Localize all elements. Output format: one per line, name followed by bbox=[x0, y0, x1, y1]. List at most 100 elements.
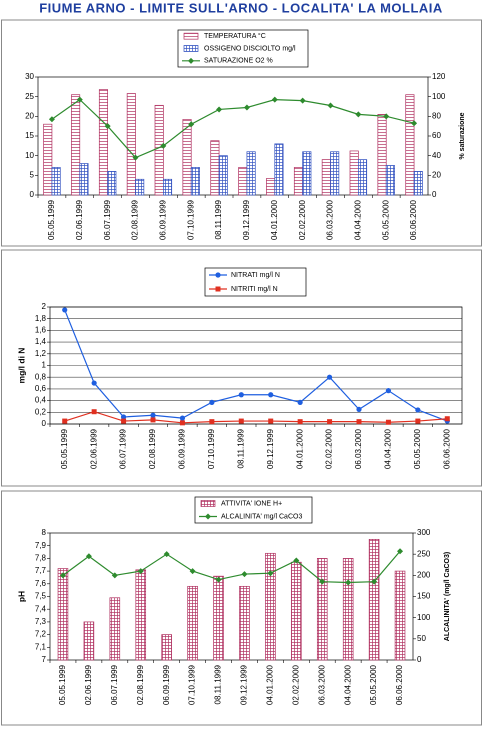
y-tick-label: 8 bbox=[42, 528, 47, 537]
x-tick-label: 04.04.2000 bbox=[353, 199, 362, 240]
y-axis-label: pH bbox=[16, 591, 26, 602]
x-tick-label: 06.06.2000 bbox=[442, 428, 451, 469]
point bbox=[48, 116, 55, 123]
point bbox=[209, 399, 215, 405]
y2-tick-label: 20 bbox=[432, 170, 441, 179]
bar bbox=[83, 621, 95, 661]
bar bbox=[394, 570, 406, 661]
x-tick-label: 08.11.1999 bbox=[236, 428, 245, 468]
point bbox=[356, 406, 362, 412]
point bbox=[179, 415, 186, 421]
y-axis-label: mg/l di N bbox=[16, 348, 26, 384]
y-tick-label: 7,5 bbox=[35, 592, 47, 601]
x-tick-label: 09.12.1999 bbox=[266, 428, 275, 469]
legend-box bbox=[204, 267, 307, 297]
bar bbox=[413, 171, 423, 196]
bar bbox=[57, 568, 69, 661]
point bbox=[415, 407, 421, 413]
x-tick-label: 06.06.2000 bbox=[409, 199, 418, 240]
bar bbox=[71, 94, 81, 196]
x-tick-label: 02.02.2000 bbox=[291, 664, 300, 705]
point bbox=[132, 154, 139, 161]
point bbox=[163, 551, 170, 558]
x-tick-label: 02.02.2000 bbox=[298, 199, 307, 240]
panel-frame bbox=[1, 249, 482, 487]
y2-tick-label: 50 bbox=[417, 634, 426, 643]
bar bbox=[210, 140, 220, 196]
point bbox=[91, 380, 97, 386]
y-tick-label: 7,6 bbox=[35, 579, 47, 588]
plot-area bbox=[49, 532, 414, 661]
bar bbox=[109, 597, 121, 661]
point bbox=[121, 418, 127, 424]
legend-label: TEMPERATURA °C bbox=[204, 32, 266, 40]
point bbox=[411, 120, 418, 127]
point bbox=[59, 572, 66, 579]
x-tick-label: 06.07.1999 bbox=[110, 664, 119, 705]
point bbox=[327, 419, 333, 425]
point bbox=[241, 571, 248, 578]
point bbox=[91, 409, 97, 415]
point bbox=[444, 416, 450, 422]
bar bbox=[321, 159, 331, 196]
bar bbox=[342, 558, 354, 661]
x-tick-label: 06.03.2000 bbox=[354, 428, 363, 469]
y2-tick-label: 100 bbox=[417, 613, 431, 622]
y2-tick-label: 200 bbox=[417, 570, 431, 579]
point bbox=[268, 392, 274, 398]
point bbox=[111, 572, 118, 579]
bar bbox=[98, 89, 108, 196]
point bbox=[319, 578, 326, 585]
point bbox=[215, 576, 222, 583]
x-tick-label: 04.04.2000 bbox=[384, 428, 393, 469]
point bbox=[271, 96, 278, 103]
y-tick-label: 7,7 bbox=[35, 566, 47, 575]
point bbox=[355, 111, 362, 118]
point bbox=[397, 548, 404, 555]
point bbox=[209, 419, 215, 425]
x-tick-label: 07.10.1999 bbox=[188, 664, 197, 705]
y2-tick-label: 250 bbox=[417, 549, 431, 558]
y-tick-label: 0,2 bbox=[35, 407, 47, 416]
x-tick-label: 06.07.1999 bbox=[119, 428, 128, 469]
y2-axis-label: ALCALINITA' (mg/l CaCO3) bbox=[444, 552, 451, 641]
bar bbox=[51, 167, 61, 196]
bar bbox=[293, 167, 303, 196]
bar bbox=[385, 165, 395, 196]
bar bbox=[218, 155, 228, 196]
bar bbox=[135, 178, 145, 196]
x-tick-label: 04.01.2000 bbox=[270, 199, 279, 240]
point bbox=[345, 579, 352, 586]
x-tick-label: 02.06.1999 bbox=[75, 199, 84, 240]
point bbox=[327, 102, 334, 109]
x-tick-label: 06.07.1999 bbox=[103, 199, 112, 240]
x-tick-label: 05.05.1999 bbox=[60, 428, 69, 469]
y-tick-label: 7,8 bbox=[35, 554, 47, 563]
point bbox=[299, 97, 306, 104]
y-tick-label: 25 bbox=[25, 92, 34, 101]
point bbox=[137, 568, 144, 575]
x-tick-label: 05.05.1999 bbox=[58, 664, 67, 705]
y-tick-label: 1,4 bbox=[35, 337, 47, 346]
legend-marker bbox=[188, 57, 194, 64]
bar bbox=[316, 558, 328, 661]
series-line bbox=[64, 309, 448, 422]
x-tick-label: 05.05.2000 bbox=[381, 199, 390, 240]
y-tick-label: 20 bbox=[25, 111, 34, 120]
x-tick-label: 06.03.2000 bbox=[317, 664, 326, 705]
point bbox=[293, 557, 300, 564]
point bbox=[85, 553, 92, 560]
point bbox=[385, 419, 391, 425]
x-tick-label: 06.09.1999 bbox=[162, 664, 171, 705]
point bbox=[76, 96, 83, 103]
y-tick-label: 1 bbox=[42, 361, 47, 370]
legend-swatch bbox=[200, 500, 216, 507]
bar bbox=[163, 178, 173, 196]
bar bbox=[190, 167, 200, 196]
y-tick-label: 7,4 bbox=[35, 604, 47, 613]
legend-marker bbox=[215, 286, 221, 292]
y2-tick-label: 0 bbox=[432, 190, 437, 199]
point bbox=[267, 570, 274, 577]
y-tick-label: 5 bbox=[30, 170, 35, 179]
